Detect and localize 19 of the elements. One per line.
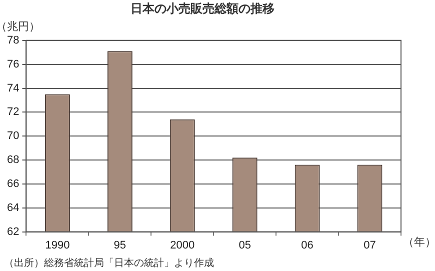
y-tick-label: 68 — [6, 154, 20, 166]
y-tick-label: 72 — [6, 106, 20, 118]
x-tick-label: 2000 — [170, 239, 195, 252]
chart-title: 日本の小売販売総額の推移 — [130, 2, 274, 16]
text: （出所）総務省統計局「日本の統計」より作成 — [4, 256, 214, 269]
x-tick-label: 1990 — [45, 239, 70, 252]
y-tick-label: 74 — [6, 82, 20, 94]
y-tick-label: 64 — [6, 202, 20, 214]
x-axis-title: （年） — [403, 236, 435, 248]
y-tick-label: 78 — [6, 34, 20, 46]
y-tick-label: 70 — [6, 130, 20, 142]
x-tick-label: 05 — [238, 239, 251, 252]
y-axis-title: （兆円） — [0, 20, 40, 33]
x-tick-label: 95 — [114, 239, 126, 252]
x-tick-label: 06 — [301, 239, 314, 252]
y-tick-label: 66 — [6, 178, 20, 190]
y-tick-label: 62 — [6, 226, 20, 238]
y-tick-label: 76 — [6, 58, 20, 70]
x-tick-label: 07 — [364, 239, 376, 252]
